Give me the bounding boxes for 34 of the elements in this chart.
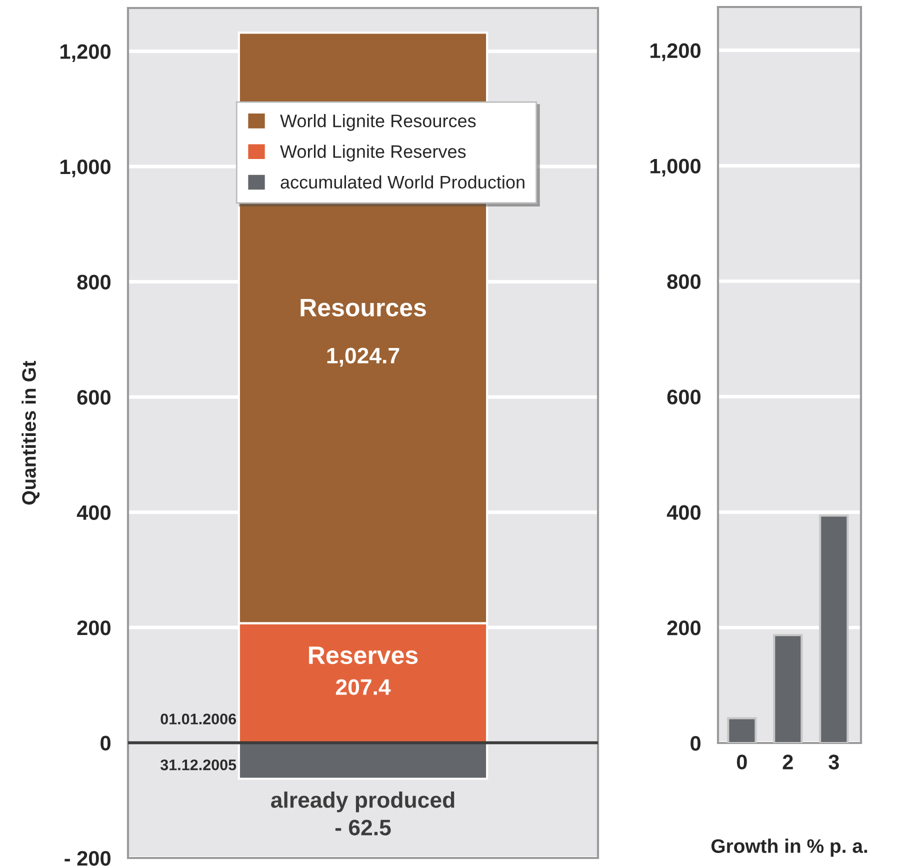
- data-label: 1,024.7: [327, 348, 400, 367]
- y-tick-label: 400: [666, 505, 700, 520]
- bar: [773, 634, 803, 743]
- legend-label: accumulated World Production: [280, 175, 524, 189]
- x-axis-title: Growth in % p. a.: [711, 838, 868, 857]
- bar: [819, 514, 849, 743]
- y-tick-label: - 200: [64, 851, 110, 866]
- annotation: Reserves: [309, 646, 418, 664]
- data-label: 207.4: [336, 679, 391, 695]
- annotation: already produced: [271, 792, 454, 812]
- y-tick-label: 0: [100, 736, 110, 750]
- y-tick-label: 800: [667, 274, 700, 289]
- y-tick-label: 1,200: [650, 43, 700, 62]
- legend-label: World Lignite Reserves: [280, 144, 466, 162]
- x-tick-label: 2: [782, 754, 793, 770]
- y-tick-label: 200: [77, 620, 110, 636]
- y-tick-label: 200: [667, 620, 700, 636]
- y-tick-label: 800: [77, 274, 110, 290]
- y-tick-label: 1,000: [650, 158, 700, 177]
- annotation: 31.12.2005: [160, 759, 236, 770]
- x-tick-label: 0: [736, 754, 747, 770]
- y-tick-label: 0: [690, 736, 700, 751]
- y-tick-label: 600: [667, 390, 700, 404]
- data-label: - 62.5: [335, 820, 391, 836]
- legend-label: World Lignite Resources: [280, 114, 476, 131]
- bar: [727, 717, 757, 743]
- y-tick-label: 1,200: [60, 44, 110, 62]
- annotation: 01.01.2006: [160, 714, 236, 724]
- y-axis-title: Quantities in Gt: [22, 360, 40, 505]
- y-tick-label: 400: [76, 505, 110, 520]
- annotation: Resources: [300, 299, 426, 316]
- y-tick-label: 600: [77, 390, 110, 405]
- x-tick-label: 3: [828, 754, 839, 770]
- y-tick-label: 1,000: [60, 159, 110, 178]
